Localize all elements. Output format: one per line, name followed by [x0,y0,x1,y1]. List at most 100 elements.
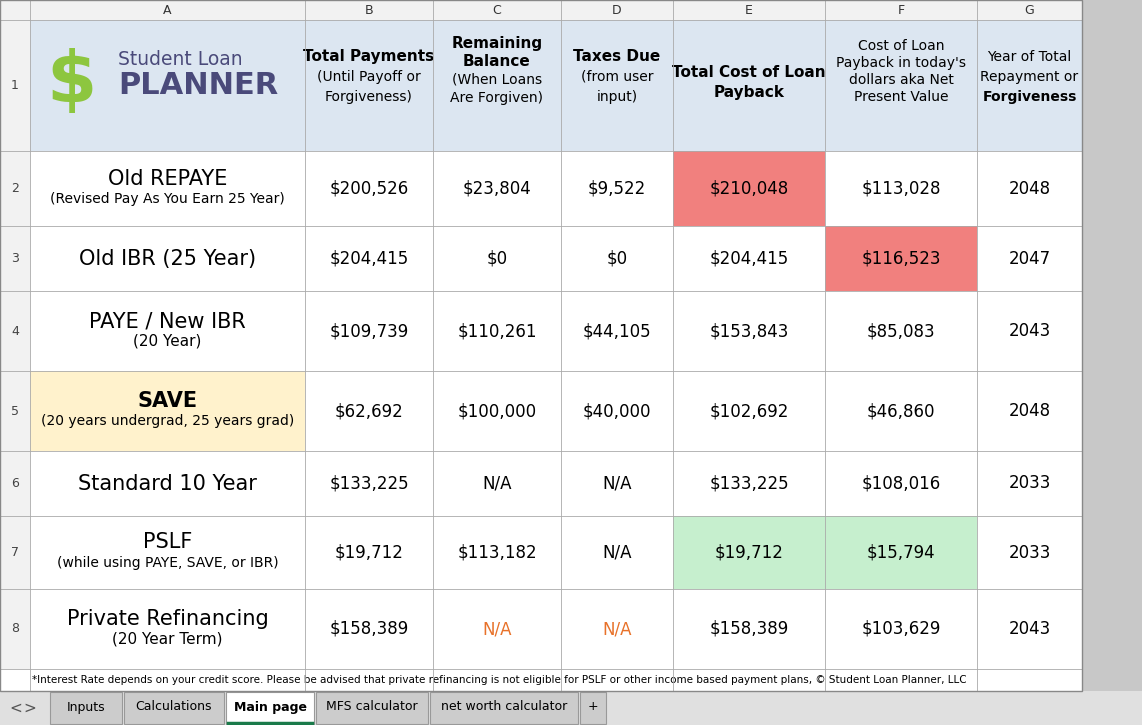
Text: $100,000: $100,000 [458,402,537,420]
Text: Calculations: Calculations [136,700,212,713]
Text: Balance: Balance [464,54,531,69]
Text: C: C [492,4,501,17]
Bar [305,371,433,451]
Text: 2048: 2048 [1008,180,1051,197]
Bar [978,451,1081,516]
Bar [673,516,825,589]
Text: Old REPAYE: Old REPAYE [107,168,227,188]
Bar [978,151,1081,226]
Text: N/A: N/A [602,474,632,492]
Bar [561,226,673,291]
Text: $9,522: $9,522 [588,180,646,197]
Text: $133,225: $133,225 [709,474,789,492]
Bar [561,291,673,371]
Text: 2033: 2033 [1008,544,1051,561]
Text: N/A: N/A [482,474,512,492]
Text: A: A [163,4,171,17]
Text: (20 Year): (20 Year) [134,334,202,349]
Text: $113,182: $113,182 [457,544,537,561]
Text: $19,712: $19,712 [335,544,403,561]
Bar [305,589,433,669]
Text: 1: 1 [11,79,19,92]
Bar [433,516,561,589]
Bar [433,451,561,516]
Text: Repayment or: Repayment or [981,70,1078,83]
Text: $153,843: $153,843 [709,322,789,340]
Text: 3: 3 [11,252,19,265]
Bar [305,226,433,291]
Bar [30,291,305,371]
Text: 2047: 2047 [1008,249,1051,268]
Text: net worth calculator: net worth calculator [441,700,568,713]
Text: PAYE / New IBR: PAYE / New IBR [89,311,246,331]
Text: Taxes Due: Taxes Due [573,49,660,65]
Bar [673,451,825,516]
Text: $: $ [47,49,97,117]
Text: $19,712: $19,712 [715,544,783,561]
Bar [978,516,1081,589]
Text: 2033: 2033 [1008,474,1051,492]
Text: Cost of Loan: Cost of Loan [858,39,944,53]
Bar [305,516,433,589]
Text: $108,016: $108,016 [861,474,941,492]
Text: $46,860: $46,860 [867,402,935,420]
Bar [0,0,30,691]
Text: $23,804: $23,804 [463,180,531,197]
Bar [30,20,1081,151]
Bar [673,589,825,669]
Bar [30,589,305,669]
Bar [978,226,1081,291]
Text: $62,692: $62,692 [335,402,403,420]
Bar [561,589,673,669]
Text: B: B [364,4,373,17]
Text: 2043: 2043 [1008,322,1051,340]
Text: PLANNER: PLANNER [118,71,279,100]
Text: Private Refinancing: Private Refinancing [66,609,268,629]
Text: $204,415: $204,415 [709,249,789,268]
Bar [978,589,1081,669]
Text: 6: 6 [11,477,19,490]
Text: $116,523: $116,523 [861,249,941,268]
Text: *Interest Rate depends on your credit score. Please be advised that private refi: *Interest Rate depends on your credit sc… [32,675,966,685]
Text: N/A: N/A [482,620,512,638]
Text: $0: $0 [606,249,628,268]
Text: dollars aka Net: dollars aka Net [849,73,954,87]
Text: $110,261: $110,261 [457,322,537,340]
Bar [0,691,1142,725]
Text: 5: 5 [11,405,19,418]
Text: N/A: N/A [602,620,632,638]
Text: Present Value: Present Value [854,90,948,104]
Text: 2043: 2043 [1008,620,1051,638]
Bar [0,669,1081,691]
Bar [433,226,561,291]
Bar [978,291,1081,371]
Bar [305,291,433,371]
Bar [825,291,978,371]
Text: (while using PAYE, SAVE, or IBR): (while using PAYE, SAVE, or IBR) [57,555,279,570]
Text: $102,692: $102,692 [709,402,789,420]
Bar [825,451,978,516]
Text: Remaining: Remaining [451,36,542,51]
FancyBboxPatch shape [431,692,578,724]
Bar [30,516,305,589]
Text: $15,794: $15,794 [867,544,935,561]
Bar [305,451,433,516]
Bar [673,226,825,291]
Text: PSLF: PSLF [143,532,192,552]
Text: $200,526: $200,526 [329,180,409,197]
Text: 2: 2 [11,182,19,195]
Text: Payback: Payback [714,85,785,100]
Bar [561,151,673,226]
Text: (from user: (from user [581,70,653,83]
Text: $204,415: $204,415 [329,249,409,268]
Text: (Until Payoff or: (Until Payoff or [317,70,421,83]
Bar [433,371,561,451]
Bar [433,589,561,669]
Bar [978,371,1081,451]
Text: Student Loan: Student Loan [118,50,242,69]
Bar [673,151,825,226]
Text: Inputs: Inputs [66,700,105,713]
Bar [561,516,673,589]
Text: Standard 10 Year: Standard 10 Year [78,473,257,494]
Text: $158,389: $158,389 [329,620,409,638]
